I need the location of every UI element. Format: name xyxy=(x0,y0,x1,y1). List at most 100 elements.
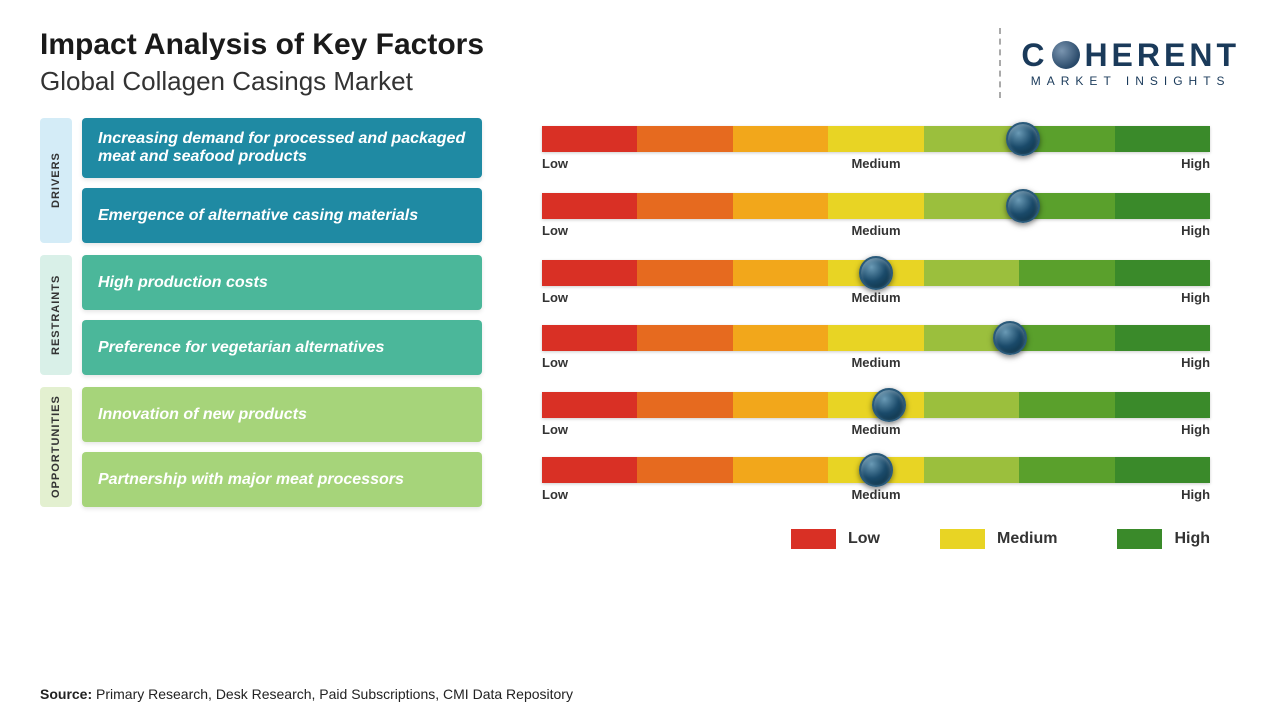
source-text: Primary Research, Desk Research, Paid Su… xyxy=(92,686,573,702)
factors-column: Innovation of new productsLowMediumHighP… xyxy=(82,387,1240,507)
impact-slider: LowMediumHigh xyxy=(512,188,1240,243)
source-note: Source: Primary Research, Desk Research,… xyxy=(40,686,573,702)
factor-box: Emergence of alternative casing material… xyxy=(82,188,482,243)
page-subtitle: Global Collagen Casings Market xyxy=(40,66,999,97)
factors-column: Increasing demand for processed and pack… xyxy=(82,118,1240,243)
slider-segment xyxy=(1019,260,1114,286)
legend-item: Medium xyxy=(940,529,1057,549)
slider-track xyxy=(542,260,1210,286)
slider-label-medium: Medium xyxy=(765,290,988,305)
slider-segment xyxy=(542,392,637,418)
slider-segment xyxy=(1115,325,1210,351)
header: Impact Analysis of Key Factors Global Co… xyxy=(0,0,1280,108)
slider-segment xyxy=(542,126,637,152)
slider-labels: LowMediumHigh xyxy=(542,156,1210,171)
slider-segment xyxy=(1019,392,1114,418)
slider-segment xyxy=(1019,457,1114,483)
factor-row: Partnership with major meat processorsLo… xyxy=(82,452,1240,507)
slider-knob xyxy=(1006,122,1040,156)
slider-segment xyxy=(542,325,637,351)
slider-label-low: Low xyxy=(542,156,765,171)
factors-column: High production costsLowMediumHighPrefer… xyxy=(82,255,1240,375)
slider-label-high: High xyxy=(987,290,1210,305)
slider-label-medium: Medium xyxy=(765,422,988,437)
slider-segment xyxy=(924,392,1019,418)
logo-area: C HERENT MARKET INSIGHTS xyxy=(999,28,1240,98)
legend-swatch xyxy=(940,529,985,549)
impact-slider: LowMediumHigh xyxy=(512,320,1240,375)
slider-track xyxy=(542,193,1210,219)
impact-slider: LowMediumHigh xyxy=(512,452,1240,507)
slider-segment xyxy=(828,325,923,351)
logo-text-pre: C xyxy=(1021,39,1048,71)
factor-box: High production costs xyxy=(82,255,482,310)
category-section: OPPORTUNITIES Innovation of new products L… xyxy=(40,387,1240,507)
page-title: Impact Analysis of Key Factors xyxy=(40,28,999,62)
factor-row: Innovation of new products LowMediumHigh xyxy=(82,387,1240,442)
slider-segment xyxy=(924,193,1019,219)
logo-divider xyxy=(999,28,1001,98)
slider-label-medium: Medium xyxy=(765,156,988,171)
slider-segment xyxy=(733,457,828,483)
slider-segment xyxy=(1115,193,1210,219)
slider-segment xyxy=(828,126,923,152)
logo-text-post: HERENT xyxy=(1084,39,1240,71)
slider-segment xyxy=(637,126,732,152)
title-block: Impact Analysis of Key Factors Global Co… xyxy=(40,28,999,97)
factor-box: Increasing demand for processed and pack… xyxy=(82,118,482,178)
slider-segment xyxy=(637,457,732,483)
slider-segment xyxy=(637,325,732,351)
legend-label: Medium xyxy=(997,530,1057,548)
category-section: RESTRAINTSHigh production costsLowMedium… xyxy=(40,255,1240,375)
legend: Low Medium High xyxy=(0,519,1280,549)
category-section: DRIVERS Increasing demand for processed a… xyxy=(40,118,1240,243)
slider-knob xyxy=(859,453,893,487)
slider-label-medium: Medium xyxy=(765,355,988,370)
legend-label: High xyxy=(1174,530,1210,548)
logo-tagline: MARKET INSIGHTS xyxy=(1021,75,1240,87)
slider-label-high: High xyxy=(987,487,1210,502)
factor-box: Innovation of new products xyxy=(82,387,482,442)
slider-label-medium: Medium xyxy=(765,487,988,502)
slider-labels: LowMediumHigh xyxy=(542,223,1210,238)
slider-segment xyxy=(733,126,828,152)
slider-knob xyxy=(993,321,1027,355)
legend-swatch xyxy=(791,529,836,549)
slider-label-low: Low xyxy=(542,355,765,370)
slider-segment xyxy=(924,126,1019,152)
slider-segment xyxy=(733,392,828,418)
slider-segment xyxy=(637,392,732,418)
slider-knob xyxy=(1006,189,1040,223)
category-label: OPPORTUNITIES xyxy=(40,387,72,507)
impact-slider: LowMediumHigh xyxy=(512,387,1240,442)
slider-labels: LowMediumHigh xyxy=(542,290,1210,305)
slider-segment xyxy=(637,260,732,286)
slider-label-high: High xyxy=(987,355,1210,370)
factor-row: Emergence of alternative casing material… xyxy=(82,188,1240,243)
slider-track xyxy=(542,126,1210,152)
slider-segment xyxy=(828,193,923,219)
slider-knob xyxy=(872,388,906,422)
legend-label: Low xyxy=(848,530,880,548)
slider-segment xyxy=(924,260,1019,286)
globe-icon xyxy=(1052,41,1080,69)
slider-labels: LowMediumHigh xyxy=(542,422,1210,437)
slider-segment xyxy=(733,325,828,351)
impact-slider: LowMediumHigh xyxy=(512,118,1240,178)
slider-segment xyxy=(542,260,637,286)
legend-item: High xyxy=(1117,529,1210,549)
slider-label-low: Low xyxy=(542,290,765,305)
factor-row: Increasing demand for processed and pack… xyxy=(82,118,1240,178)
slider-track xyxy=(542,392,1210,418)
slider-label-low: Low xyxy=(542,422,765,437)
slider-segment xyxy=(1115,457,1210,483)
slider-labels: LowMediumHigh xyxy=(542,355,1210,370)
impact-slider: LowMediumHigh xyxy=(512,255,1240,310)
category-label: DRIVERS xyxy=(40,118,72,243)
factor-box: Preference for vegetarian alternatives xyxy=(82,320,482,375)
slider-label-high: High xyxy=(987,422,1210,437)
brand-logo: C HERENT MARKET INSIGHTS xyxy=(1021,39,1240,87)
slider-labels: LowMediumHigh xyxy=(542,487,1210,502)
slider-segment xyxy=(733,260,828,286)
factor-row: High production costs LowMediumHigh xyxy=(82,255,1240,310)
